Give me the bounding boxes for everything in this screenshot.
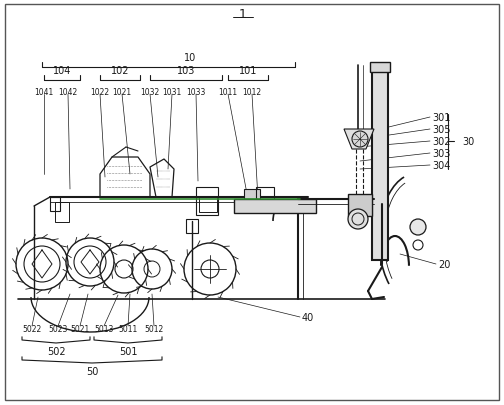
Bar <box>186 220 198 233</box>
Text: 1022: 1022 <box>90 87 109 96</box>
Text: 1033: 1033 <box>186 87 206 96</box>
Text: 302: 302 <box>432 136 451 147</box>
Text: 104: 104 <box>53 66 71 76</box>
Text: 304: 304 <box>432 161 451 171</box>
Text: 303: 303 <box>432 149 451 159</box>
Text: 5023: 5023 <box>48 325 68 334</box>
Polygon shape <box>344 130 374 149</box>
Circle shape <box>410 220 426 235</box>
Bar <box>348 194 372 216</box>
Text: 1011: 1011 <box>218 87 237 96</box>
Text: 1021: 1021 <box>112 87 132 96</box>
Text: 1042: 1042 <box>58 87 78 96</box>
Bar <box>199 198 217 213</box>
Text: 501: 501 <box>119 346 137 356</box>
Circle shape <box>352 132 368 148</box>
Bar <box>256 188 274 207</box>
Bar <box>196 188 218 215</box>
Text: 30: 30 <box>462 136 474 147</box>
Bar <box>55 202 69 222</box>
Text: 40: 40 <box>302 312 314 322</box>
Text: 102: 102 <box>111 66 129 76</box>
Bar <box>244 190 260 211</box>
Text: 502: 502 <box>47 346 66 356</box>
Bar <box>50 198 60 211</box>
Text: 305: 305 <box>432 125 451 135</box>
Bar <box>234 200 316 213</box>
Text: 1032: 1032 <box>141 87 160 96</box>
Text: 50: 50 <box>86 366 98 376</box>
Text: 5012: 5012 <box>144 325 164 334</box>
Text: 1012: 1012 <box>242 87 262 96</box>
Text: 1031: 1031 <box>162 87 181 96</box>
Text: 1: 1 <box>239 7 247 20</box>
Text: 10: 10 <box>184 53 196 63</box>
Bar <box>372 66 388 260</box>
Text: 1041: 1041 <box>34 87 53 96</box>
Text: 103: 103 <box>177 66 195 76</box>
Text: 5021: 5021 <box>71 325 90 334</box>
Bar <box>370 63 390 73</box>
Text: 20: 20 <box>438 259 451 269</box>
Text: 5022: 5022 <box>22 325 42 334</box>
Text: 101: 101 <box>239 66 257 76</box>
Text: 301: 301 <box>432 113 451 123</box>
Text: 5011: 5011 <box>118 325 138 334</box>
Circle shape <box>348 209 368 230</box>
Text: 5013: 5013 <box>94 325 114 334</box>
